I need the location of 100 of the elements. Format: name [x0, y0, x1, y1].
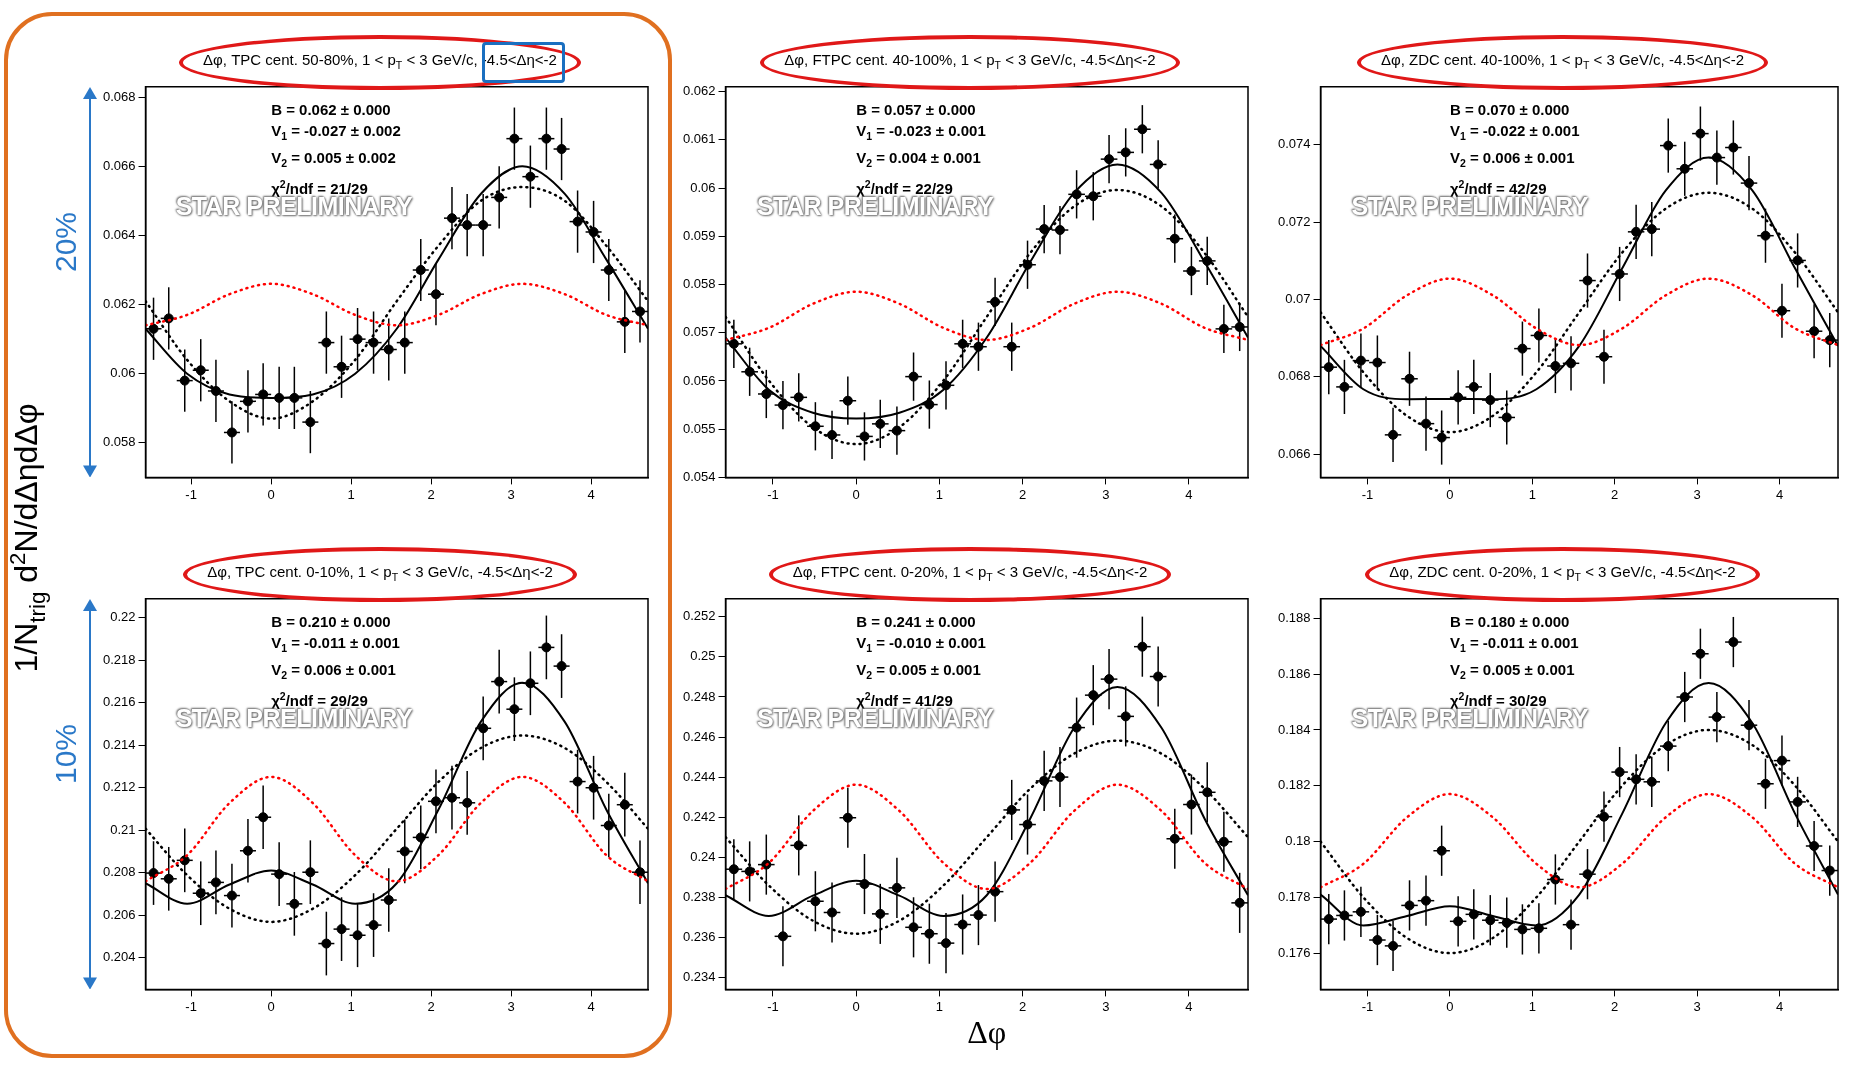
y-tick-label: 0.236 — [682, 928, 716, 944]
x-tick-label: 0 — [1446, 486, 1454, 502]
annotation: V$_{1}$ = -0.023 ± 0.001 — [856, 120, 986, 144]
x-tick-label: 2 — [427, 486, 435, 502]
annotation: V$_{1}$ = -0.011 ± 0.001 — [1449, 632, 1579, 656]
x-tick-label: 1 — [347, 998, 355, 1014]
x-tick-label: 4 — [1185, 998, 1193, 1014]
x-tick-label: 1 — [1528, 998, 1536, 1014]
x-tick-label: 2 — [1611, 486, 1619, 502]
y-tick-label: 0.216 — [102, 694, 136, 710]
annotation: B = 0.210 ± 0.000 — [271, 611, 392, 632]
x-tick-label: 2 — [1018, 486, 1027, 502]
y-tick-label: 0.07 — [1285, 291, 1311, 307]
x-tick-label: -1 — [1361, 998, 1374, 1014]
x-tick-label: 3 — [1102, 998, 1110, 1014]
x-tick-label: 4 — [587, 998, 595, 1014]
chart-title: Δφ, FTPC cent. 0-20%, 1 < p$_{T}$ < 3 GeV/c, -4.5<Δη<-2 — [792, 562, 1148, 585]
y-tick-label: 0.24 — [690, 848, 716, 864]
y-tick-label: 0.188 — [1277, 609, 1311, 625]
x-axis-title: Δφ — [967, 1014, 1007, 1051]
y-tick-label: 0.062 — [102, 296, 136, 312]
y-tick-label: 0.178 — [1277, 888, 1311, 904]
x-tick-label: 1 — [1528, 486, 1536, 502]
y-tick-label: 0.234 — [682, 968, 716, 984]
x-tick-label: 1 — [935, 998, 943, 1014]
x-tick-label: 3 — [507, 486, 515, 502]
x-tick-label: 0 — [267, 486, 275, 502]
x-tick-label: 2 — [1018, 998, 1027, 1014]
text: 10% — [49, 724, 83, 785]
y-tick-label: 0.252 — [682, 608, 716, 624]
x-tick-label: -1 — [767, 486, 779, 502]
annotation: V$_{2}$ = 0.005 ± 0.001 — [856, 659, 982, 683]
y-tick-label: 0.218 — [102, 651, 136, 667]
x-tick-label: 0 — [852, 998, 860, 1014]
y-tick-label: 0.06 — [110, 365, 136, 381]
y-tick-label: 0.184 — [1277, 721, 1311, 737]
x-tick-label: -1 — [185, 998, 197, 1014]
x-tick-label: 1 — [347, 486, 355, 502]
y-tick-label: 0.186 — [1277, 665, 1311, 681]
chart-title: Δφ, TPC cent. 0-10%, 1 < p$_{T}$ < 3 GeV/c, -4.5<Δη<-2 — [207, 562, 553, 585]
y-tick-label: 0.058 — [102, 434, 136, 450]
x-tick-label: -1 — [1361, 486, 1374, 502]
y-tick-label: 0.244 — [682, 768, 716, 784]
x-tick-label: 0 — [852, 486, 860, 502]
y-tick-label: 0.064 — [102, 227, 136, 243]
y-tick-label: 0.22 — [110, 609, 136, 625]
annotation: V$_{2}$ = 0.005 ± 0.002 — [271, 147, 397, 171]
x-tick-label: 2 — [1611, 998, 1619, 1014]
x-tick-label: 0 — [1446, 998, 1454, 1014]
y-tick-label: 0.25 — [690, 648, 716, 664]
y-tick-label: 0.066 — [1277, 445, 1311, 461]
y-tick-label: 0.21 — [110, 821, 136, 837]
y-tick-label: 0.208 — [102, 864, 136, 880]
x-tick-label: 3 — [507, 998, 515, 1014]
y-tick-label: 0.068 — [1277, 368, 1311, 384]
annotation: V$_{1}$ = -0.010 ± 0.001 — [856, 632, 986, 656]
x-tick-label: 1 — [935, 486, 943, 502]
x-tick-label: 4 — [1185, 486, 1193, 502]
y-tick-label: 0.068 — [102, 88, 136, 104]
annotation: V$_{1}$ = -0.011 ± 0.001 — [271, 632, 400, 656]
y-tick-label: 0.182 — [1277, 777, 1311, 793]
y-tick-label: 0.072 — [1277, 213, 1311, 229]
x-tick-label: -1 — [185, 486, 197, 502]
chart-title: Δφ, TPC cent. 50-80%, 1 < p$_{T}$ < 3 GeV/c, -4.5<Δη<-2 — [203, 50, 557, 73]
y-tick-label: 0.242 — [682, 808, 716, 824]
y-tick-label: 0.246 — [682, 728, 716, 744]
y-tick-label: 0.061 — [682, 131, 716, 147]
annotation: V$_{2}$ = 0.006 ± 0.001 — [1449, 147, 1576, 171]
annotation: V$_{2}$ = 0.006 ± 0.001 — [271, 659, 397, 683]
chart-title: Δφ, ZDC cent. 0-20%, 1 < p$_{T}$ < 3 GeV/c, -4.5<Δη<-2 — [1389, 562, 1736, 585]
y-tick-label: 0.058 — [682, 276, 716, 292]
y-tick-label: 0.248 — [682, 688, 716, 704]
y-tick-label: 0.204 — [102, 949, 136, 965]
x-tick-label: -1 — [767, 998, 779, 1014]
text: 20% — [49, 212, 83, 273]
y-tick-label: 0.056 — [682, 372, 716, 388]
annotation: B = 0.180 ± 0.000 — [1449, 611, 1571, 632]
x-tick-label: 3 — [1693, 998, 1701, 1014]
y-tick-label: 0.212 — [102, 779, 136, 795]
y-tick-label: 0.066 — [102, 157, 136, 173]
annotation: B = 0.057 ± 0.000 — [856, 99, 977, 120]
y-tick-label: 0.062 — [682, 83, 716, 99]
x-tick-label: 0 — [267, 998, 275, 1014]
chart-title: Δφ, FTPC cent. 40-100%, 1 < p$_{T}$ < 3 GeV/c, -4.5<Δη<-2 — [784, 50, 1156, 73]
y-tick-label: 0.06 — [690, 179, 716, 195]
x-tick-label: 4 — [1775, 486, 1784, 502]
annotation: B = 0.241 ± 0.000 — [856, 611, 977, 632]
y-tick-label: 0.214 — [102, 736, 136, 752]
x-tick-label: 3 — [1102, 486, 1110, 502]
y-tick-label: 0.206 — [102, 906, 136, 922]
y-tick-label: 0.054 — [682, 468, 716, 484]
annotation: V$_{2}$ = 0.004 ± 0.001 — [856, 147, 982, 171]
y-tick-label: 0.059 — [682, 227, 716, 243]
y-tick-label: 0.176 — [1277, 944, 1311, 960]
annotation: V$_{1}$ = -0.022 ± 0.001 — [1449, 120, 1580, 144]
y-tick-label: 0.238 — [682, 888, 716, 904]
x-tick-label: 2 — [427, 998, 435, 1014]
y-tick-label: 0.057 — [682, 324, 716, 340]
annotation: B = 0.062 ± 0.000 — [271, 99, 392, 120]
y-tick-label: 0.055 — [682, 420, 716, 436]
